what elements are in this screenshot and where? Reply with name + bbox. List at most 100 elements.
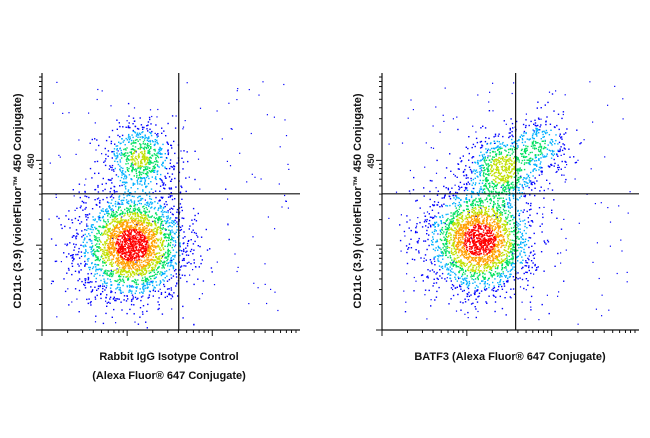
event-dot: [136, 174, 138, 177]
event-dot: [227, 198, 229, 200]
event-dot: [140, 239, 142, 242]
event-dot: [146, 278, 149, 281]
event-dot: [105, 282, 107, 285]
event-dot: [125, 275, 128, 278]
event-dot: [160, 244, 163, 246]
event-dot: [132, 236, 134, 238]
event-dot: [252, 236, 254, 238]
event-dot: [160, 260, 162, 262]
event-dot: [131, 169, 133, 172]
event-dot: [102, 265, 104, 267]
event-dot: [140, 249, 142, 251]
event-dot: [167, 153, 169, 156]
event-dot: [447, 269, 450, 271]
event-dot: [205, 228, 207, 231]
event-dot: [134, 132, 137, 134]
event-dot: [102, 177, 104, 180]
event-dot: [437, 245, 439, 248]
event-dot: [143, 236, 145, 239]
event-dot: [128, 248, 130, 251]
event-dot: [445, 248, 447, 250]
event-dot: [182, 237, 184, 239]
event-dot: [169, 261, 171, 263]
event-dot: [130, 139, 133, 142]
event-dot: [121, 237, 123, 239]
event-dot: [182, 161, 185, 163]
event-dot: [175, 251, 178, 254]
event-dot: [285, 200, 287, 202]
event-dot: [117, 265, 119, 267]
event-dot: [164, 159, 166, 162]
event-dot: [459, 285, 461, 288]
event-dot: [189, 250, 192, 253]
event-dot: [447, 217, 449, 220]
event-dot: [481, 200, 484, 202]
event-dot: [133, 159, 135, 161]
event-dot: [444, 266, 446, 268]
event-dot: [152, 270, 154, 272]
event-dot: [130, 268, 133, 270]
event-dot: [121, 246, 123, 248]
event-dot: [118, 122, 120, 124]
event-dot: [133, 230, 136, 233]
event-dot: [56, 260, 58, 262]
event-dot: [174, 152, 176, 155]
y-axis-ticks: [36, 76, 42, 331]
event-dot: [101, 90, 103, 92]
event-dot: [146, 282, 148, 284]
event-dot: [206, 249, 209, 251]
event-dot: [157, 271, 160, 273]
event-dot: [106, 274, 108, 276]
event-dot: [109, 263, 111, 265]
event-dot: [120, 209, 122, 212]
event-dot: [228, 102, 230, 104]
event-dot: [89, 281, 92, 283]
event-dot: [127, 271, 129, 273]
event-dot: [487, 240, 490, 242]
event-dot: [428, 223, 430, 225]
event-dot: [114, 191, 116, 193]
event-dot: [477, 251, 480, 253]
event-dot: [128, 238, 130, 240]
event-dot: [107, 235, 109, 237]
event-dot: [118, 264, 120, 266]
event-dot: [126, 201, 128, 203]
event-dot: [145, 173, 148, 176]
event-dot: [175, 115, 177, 117]
event-dot: [144, 284, 146, 287]
event-dot: [128, 240, 130, 242]
event-dot: [110, 247, 113, 249]
event-dot: [162, 196, 164, 199]
event-dot: [497, 171, 500, 173]
event-dot: [481, 164, 483, 166]
event-dot: [140, 143, 142, 146]
event-dot: [111, 316, 113, 318]
event-dot: [543, 189, 545, 192]
event-dot: [129, 289, 131, 291]
event-dot: [60, 261, 62, 263]
event-dot: [170, 231, 172, 233]
event-dot: [163, 236, 166, 239]
event-dot: [119, 161, 122, 163]
event-dot: [160, 149, 162, 151]
event-dot: [78, 311, 80, 313]
event-dot: [170, 239, 172, 241]
event-dot: [137, 188, 139, 190]
event-dot: [148, 145, 150, 147]
event-dot: [170, 221, 172, 224]
event-dot: [153, 253, 155, 255]
event-dot: [512, 245, 515, 247]
event-dot: [120, 246, 122, 249]
event-dot: [442, 233, 444, 235]
event-dot: [154, 169, 156, 172]
event-dot: [104, 257, 107, 259]
event-dot: [124, 171, 127, 173]
event-dot: [455, 222, 457, 224]
event-dot: [99, 274, 101, 277]
event-dot: [164, 271, 166, 273]
event-dot: [136, 241, 138, 243]
event-dot: [474, 270, 477, 273]
event-dot: [450, 215, 452, 217]
event-dot: [510, 118, 512, 120]
event-dot: [121, 244, 124, 246]
